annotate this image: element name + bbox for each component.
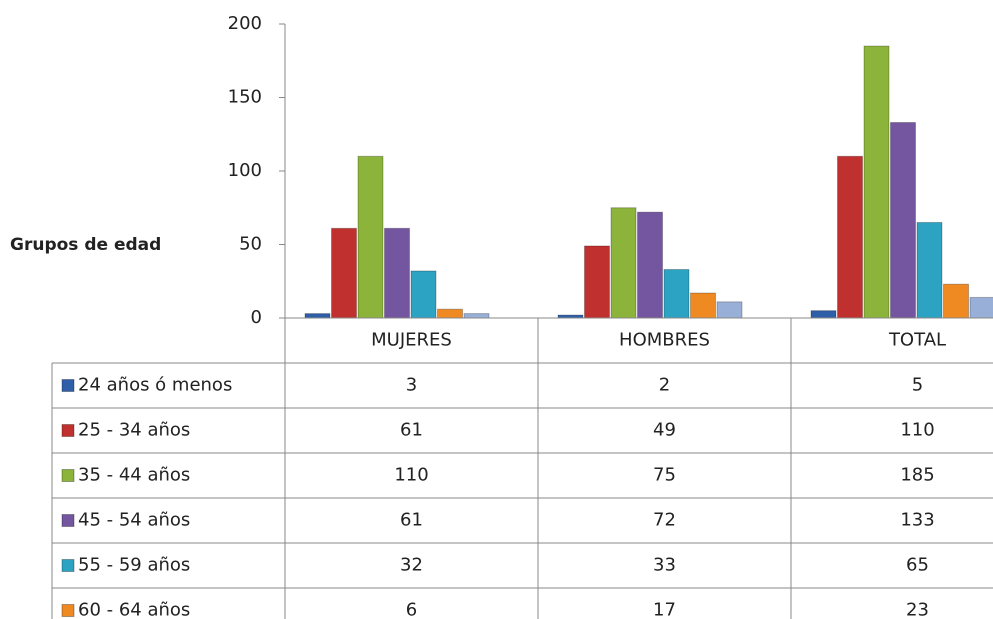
bar (304, 313, 331, 319)
bar (584, 245, 610, 319)
cell-value: 133 (900, 510, 934, 531)
cell-value: 6 (406, 600, 417, 619)
bar (610, 207, 637, 319)
cell-value: 5 (912, 375, 923, 396)
y-tick-label: 200 (228, 13, 262, 34)
legend-key (61, 559, 75, 572)
bar (437, 308, 463, 319)
y-tick-label: 100 (228, 160, 262, 181)
bar (863, 45, 890, 319)
y-tick-label: 50 (239, 234, 262, 255)
bar (690, 292, 716, 319)
cell-value: 17 (653, 600, 676, 619)
legend-key (61, 514, 75, 527)
cell-value: 49 (653, 420, 676, 441)
cell-value: 3 (406, 375, 417, 396)
row-label: 55 - 59 años (78, 555, 190, 576)
bar (890, 121, 916, 319)
cell-value: 33 (653, 555, 676, 576)
bar (357, 155, 384, 319)
y-tick-label: 0 (251, 307, 262, 328)
legend-key (61, 379, 75, 392)
column-header: HOMBRES (619, 330, 710, 351)
bar (716, 301, 743, 319)
column-header: TOTAL (888, 330, 946, 351)
row-label: 35 - 44 años (78, 465, 190, 486)
cell-value: 75 (653, 465, 676, 486)
cell-value: 185 (900, 465, 934, 486)
cell-value: 2 (659, 375, 670, 396)
legend-key (61, 469, 75, 482)
cell-value: 110 (394, 465, 428, 486)
y-tick-label: 150 (228, 87, 262, 108)
bar (810, 310, 837, 319)
bar (463, 313, 490, 319)
column-header: MUJERES (371, 330, 452, 351)
legend-key (61, 424, 75, 437)
bar (943, 283, 969, 319)
cell-value: 72 (653, 510, 676, 531)
y-axis-label: Grupos de edad (10, 235, 161, 255)
bar (410, 270, 437, 319)
row-label: 45 - 54 años (78, 510, 190, 531)
bar (837, 155, 863, 319)
cell-value: 65 (906, 555, 929, 576)
cell-value: 32 (400, 555, 423, 576)
row-label: 60 - 64 años (78, 600, 190, 619)
cell-value: 61 (400, 420, 423, 441)
row-label: 25 - 34 años (78, 420, 190, 441)
bar (969, 296, 993, 319)
legend-key (61, 604, 75, 617)
bar (384, 227, 410, 319)
cell-value: 61 (400, 510, 423, 531)
cell-value: 110 (900, 420, 934, 441)
bar (916, 221, 943, 319)
bar (663, 268, 690, 319)
bar (331, 227, 357, 319)
row-label: 24 años ó menos (78, 375, 232, 396)
bar (637, 211, 663, 319)
cell-value: 23 (906, 600, 929, 619)
